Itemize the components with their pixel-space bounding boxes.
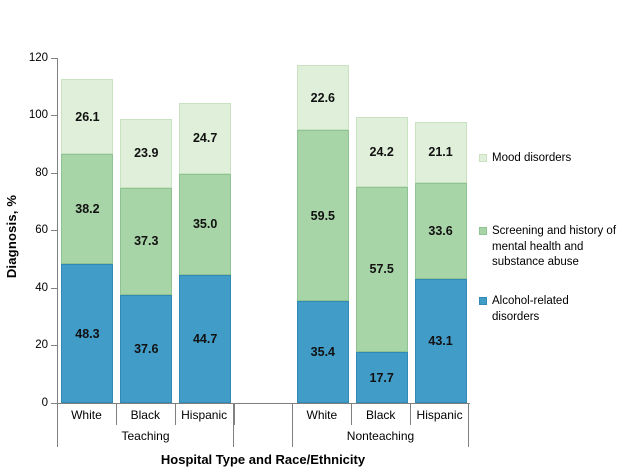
x-axis-title: Hospital Type and Race/Ethnicity [160, 452, 366, 467]
y-tick [51, 115, 58, 116]
bar-segment: 24.7 [179, 102, 232, 174]
value-label: 35.4 [310, 345, 336, 360]
plot-area: 0 20 40 60 80 100 120 48.3 38.2 26.1 37.6 37.3 23.9 4… [29, 52, 470, 409]
value-label: 21.1 [428, 145, 453, 160]
y-tick-label: 80 [35, 166, 48, 179]
legend-item-mood-disorders: Mood disorders [478, 151, 628, 167]
category-label: Black [130, 408, 160, 422]
y-tick-label: 0 [41, 396, 48, 409]
value-label: 59.5 [310, 208, 336, 223]
group-label-teaching: Teaching [121, 429, 170, 443]
y-tick-label: 40 [35, 281, 48, 294]
bar-segment: 23.9 [120, 118, 173, 188]
value-label: 35.0 [192, 217, 218, 232]
legend-swatch-screening-history [479, 227, 487, 235]
category-label: Hispanic [416, 408, 463, 422]
value-label: 44.7 [192, 331, 218, 346]
y-tick [51, 345, 58, 346]
bar-black-nonteaching: 17.7 57.5 24.2 [355, 117, 408, 403]
y-tick [51, 287, 58, 289]
group-axis-row: Teaching Nonteaching [57, 404, 469, 447]
group-separator [57, 404, 58, 447]
value-label: 33.6 [428, 223, 453, 238]
y-tick-label: 60 [35, 224, 48, 236]
bar-segment: 59.5 [296, 130, 349, 302]
group-label-nonteaching: Nonteaching [346, 429, 415, 443]
bar-white-teaching: 48.3 38.2 26.1 [61, 79, 114, 403]
y-tick [51, 402, 58, 404]
bar-segment: 48.3 [61, 264, 114, 403]
category-tick [115, 404, 117, 425]
value-label: 37.6 [134, 341, 159, 356]
bar-segment: 43.1 [414, 279, 467, 403]
bar-hispanic-teaching: 44.7 35.0 24.7 [179, 102, 232, 403]
legend-label: Mood disorders [492, 152, 572, 164]
category-tick [174, 404, 176, 425]
category-label: White [71, 408, 102, 422]
category-tick [233, 404, 235, 425]
bar-segment: 26.1 [61, 79, 114, 155]
legend-label: Screening and history of mental health a… [492, 225, 617, 268]
y-tick-label: 120 [28, 51, 48, 64]
bar-segment: 17.7 [355, 352, 408, 403]
legend-item-alcohol-related: Alcohol-related disorders [478, 294, 628, 325]
value-label: 37.3 [134, 234, 159, 249]
category-tick [410, 404, 412, 425]
value-label: 43.1 [428, 334, 453, 349]
bar-segment: 33.6 [414, 182, 467, 280]
y-tick-label: 20 [35, 339, 48, 351]
bar-segment: 57.5 [355, 186, 408, 353]
value-label: 22.6 [310, 90, 336, 105]
value-label: 38.2 [75, 202, 100, 217]
bar-hispanic-nonteaching: 43.1 33.6 21.1 [414, 121, 467, 403]
legend-swatch-alcohol-related [479, 297, 487, 305]
value-label: 24.2 [369, 145, 394, 160]
bar-black-teaching: 37.6 37.3 23.9 [120, 118, 173, 403]
legend-item-screening-history: Screening and history of mental health a… [478, 224, 628, 271]
group-separator [468, 404, 469, 447]
category-axis-row: White Black Hispanic White Black Hispanic [57, 404, 469, 425]
category-label: Black [366, 408, 396, 422]
bar-segment: 38.2 [61, 154, 114, 265]
y-tick [51, 172, 58, 174]
category-tick [351, 404, 353, 425]
bar-segment: 22.6 [296, 65, 349, 131]
category-label: Hispanic [181, 408, 228, 422]
value-label: 23.9 [134, 146, 159, 161]
group-separator [233, 404, 234, 447]
bar-white-nonteaching: 35.4 59.5 22.6 [296, 65, 349, 403]
y-tick-label: 100 [28, 109, 48, 121]
legend-swatch-mood-disorders [479, 154, 487, 162]
bar-segment: 37.3 [120, 187, 173, 295]
value-label: 24.7 [192, 131, 218, 146]
value-label: 26.1 [75, 109, 100, 124]
value-label: 57.5 [369, 262, 394, 277]
bar-segment: 24.2 [355, 117, 408, 187]
bar-segment: 35.0 [179, 173, 232, 275]
value-label: 17.7 [369, 370, 394, 385]
group-separator [292, 404, 293, 447]
bar-segment: 21.1 [414, 121, 467, 183]
value-label: 48.3 [75, 326, 100, 341]
bar-segment: 35.4 [296, 301, 349, 403]
bar-segment: 44.7 [179, 274, 232, 403]
legend-label: Alcohol-related disorders [492, 295, 569, 323]
category-label: White [306, 408, 338, 422]
bar-segment: 37.6 [120, 294, 173, 403]
y-tick [51, 230, 58, 231]
y-tick [51, 57, 58, 59]
